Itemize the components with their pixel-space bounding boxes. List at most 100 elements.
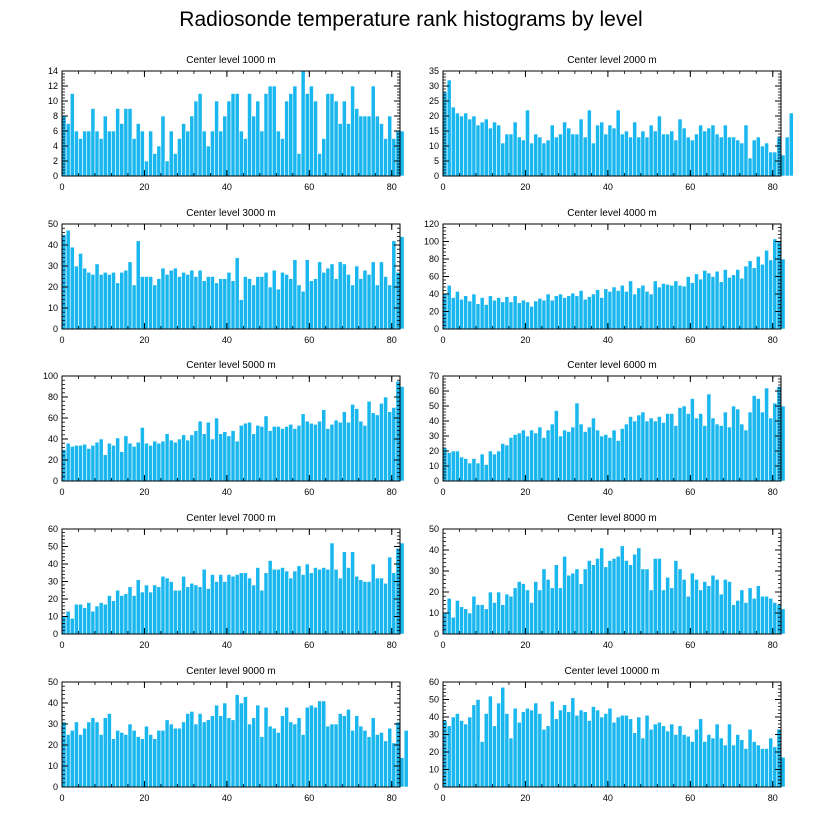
bar [354, 575, 360, 635]
bar [500, 142, 506, 177]
bar [607, 437, 613, 482]
bar [391, 407, 397, 482]
x-tick-label: 80 [768, 487, 778, 497]
bar [566, 431, 572, 482]
bar [591, 706, 596, 788]
bar [768, 259, 774, 330]
bar [296, 717, 302, 788]
bar [578, 118, 584, 177]
bar [562, 429, 567, 482]
bar [255, 567, 261, 635]
bar [102, 271, 108, 330]
bar [648, 417, 654, 482]
bar [226, 435, 232, 482]
bar [508, 301, 514, 330]
bar [529, 429, 534, 482]
y-tick-label: 60 [429, 386, 439, 396]
bar [197, 420, 203, 482]
bar [172, 267, 178, 330]
bar [127, 261, 133, 330]
bar [218, 433, 224, 482]
bar [399, 542, 405, 635]
bar [181, 721, 186, 788]
x-tick-label: 60 [685, 793, 695, 803]
bar [304, 420, 310, 482]
bar [214, 100, 219, 177]
bar [86, 721, 92, 788]
y-tick-label: 60 [429, 272, 439, 282]
bar [69, 446, 75, 482]
bar [508, 133, 514, 177]
bar [648, 124, 654, 177]
bar [644, 291, 650, 330]
bar [86, 448, 92, 482]
y-tick-label: 0 [53, 782, 58, 792]
bar [341, 100, 347, 177]
bar [603, 288, 609, 330]
bar [690, 398, 695, 482]
bar [665, 284, 671, 330]
bar [698, 278, 703, 330]
bar [644, 420, 650, 482]
bar [346, 123, 351, 177]
bar [267, 430, 273, 482]
bar [690, 139, 695, 177]
y-tick-label: 15 [429, 126, 439, 136]
bar [284, 570, 290, 635]
bar [562, 121, 567, 177]
bar [582, 711, 588, 788]
y-tick-label: 30 [429, 81, 439, 91]
y-tick-label: 0 [53, 629, 58, 639]
bar [148, 444, 153, 482]
bar [677, 118, 683, 177]
bar [718, 281, 724, 330]
x-tick-label: 60 [304, 182, 314, 192]
bar [545, 139, 551, 177]
bar [570, 292, 576, 330]
bar [321, 409, 327, 482]
bar [115, 282, 121, 330]
bar [90, 444, 96, 482]
bar [455, 112, 460, 177]
bar [760, 411, 765, 482]
bar [492, 453, 497, 482]
y-tick-label: 40 [48, 240, 58, 250]
bar [578, 709, 584, 788]
x-tick-label: 20 [139, 487, 149, 497]
bar [107, 274, 112, 330]
bar [193, 723, 199, 788]
bar [337, 713, 343, 788]
x-tick-label: 0 [440, 335, 445, 345]
bar [673, 560, 679, 635]
bar [450, 450, 456, 482]
bar [144, 442, 149, 482]
bar [652, 130, 658, 177]
bar [205, 719, 211, 788]
bar [152, 584, 158, 635]
bar [553, 718, 559, 788]
bar [292, 428, 298, 482]
bar [251, 433, 257, 482]
bar [722, 269, 728, 330]
y-tick-label: 0 [53, 171, 58, 181]
bar [537, 136, 543, 177]
bar [521, 299, 526, 330]
bar [65, 442, 71, 482]
bar [553, 410, 559, 482]
bar [743, 429, 749, 482]
bar [483, 464, 489, 482]
bar [197, 713, 203, 788]
bar [131, 284, 137, 330]
bar [370, 261, 376, 330]
bar [148, 276, 153, 330]
bar [102, 603, 108, 635]
bar [516, 302, 522, 330]
bar [718, 737, 724, 788]
bar [665, 133, 671, 177]
bar [263, 415, 269, 482]
bar [201, 130, 207, 177]
bar [694, 579, 699, 635]
bar [210, 276, 215, 330]
bar [735, 600, 741, 635]
bar [760, 748, 765, 788]
